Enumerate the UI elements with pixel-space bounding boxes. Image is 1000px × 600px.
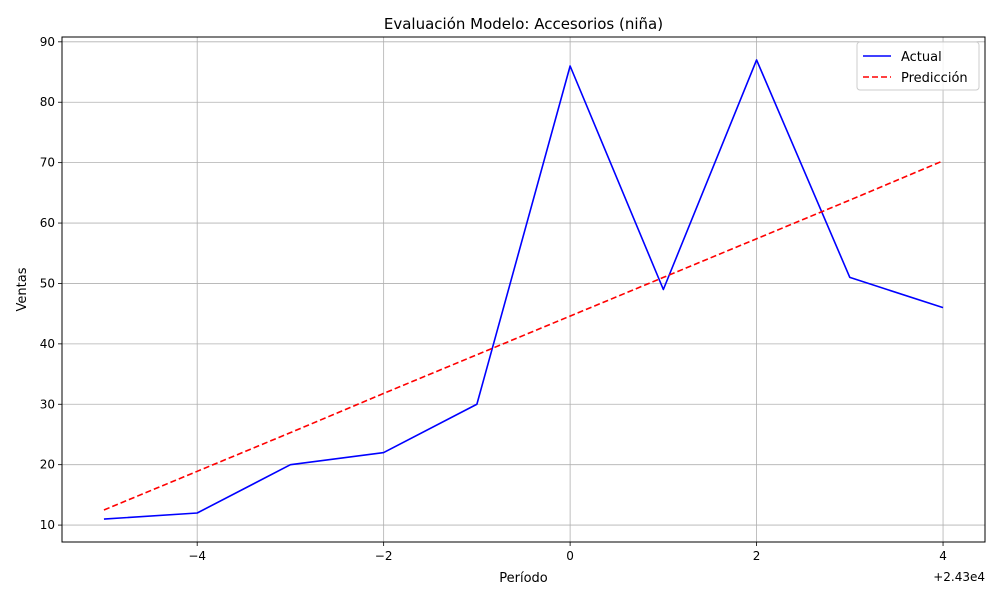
legend-box: [856, 41, 980, 91]
series-line-actual: [103, 59, 944, 520]
chart-title: Evaluación Modelo: Accesorios (niña): [384, 15, 663, 33]
x-tick-label: 4: [939, 549, 947, 563]
y-tick-label: 60: [40, 216, 55, 230]
y-tick-label: 10: [40, 518, 55, 532]
x-tick-label: −4: [188, 549, 206, 563]
y-tick-label: 50: [40, 276, 55, 290]
x-tick-label: 0: [566, 549, 574, 563]
x-tick-label: 2: [753, 549, 761, 563]
axis-ticks: −4 −2 0 2 4 10 20 30 40 50 60 70 80 90: [40, 35, 947, 563]
y-tick-label: 70: [40, 156, 55, 170]
legend-label-prediccion: Predicción: [901, 71, 968, 86]
plot-frame: [61, 36, 986, 543]
y-tick-label: 20: [40, 458, 55, 472]
series-line-prediccion: [103, 160, 944, 511]
y-tick-label: 40: [40, 337, 55, 351]
plot-lines: [103, 59, 944, 520]
y-tick-label: 80: [40, 95, 55, 109]
grid: [62, 37, 985, 542]
x-axis-label: Período: [499, 571, 548, 586]
y-tick-label: 30: [40, 397, 55, 411]
legend-label-actual: Actual: [901, 50, 942, 65]
y-axis-label: Ventas: [15, 267, 30, 311]
legend: Actual Predicción: [856, 41, 980, 91]
x-axis-offset-label: +2.43e4: [933, 570, 985, 584]
y-tick-label: 90: [40, 35, 55, 49]
x-tick-label: −2: [375, 549, 393, 563]
